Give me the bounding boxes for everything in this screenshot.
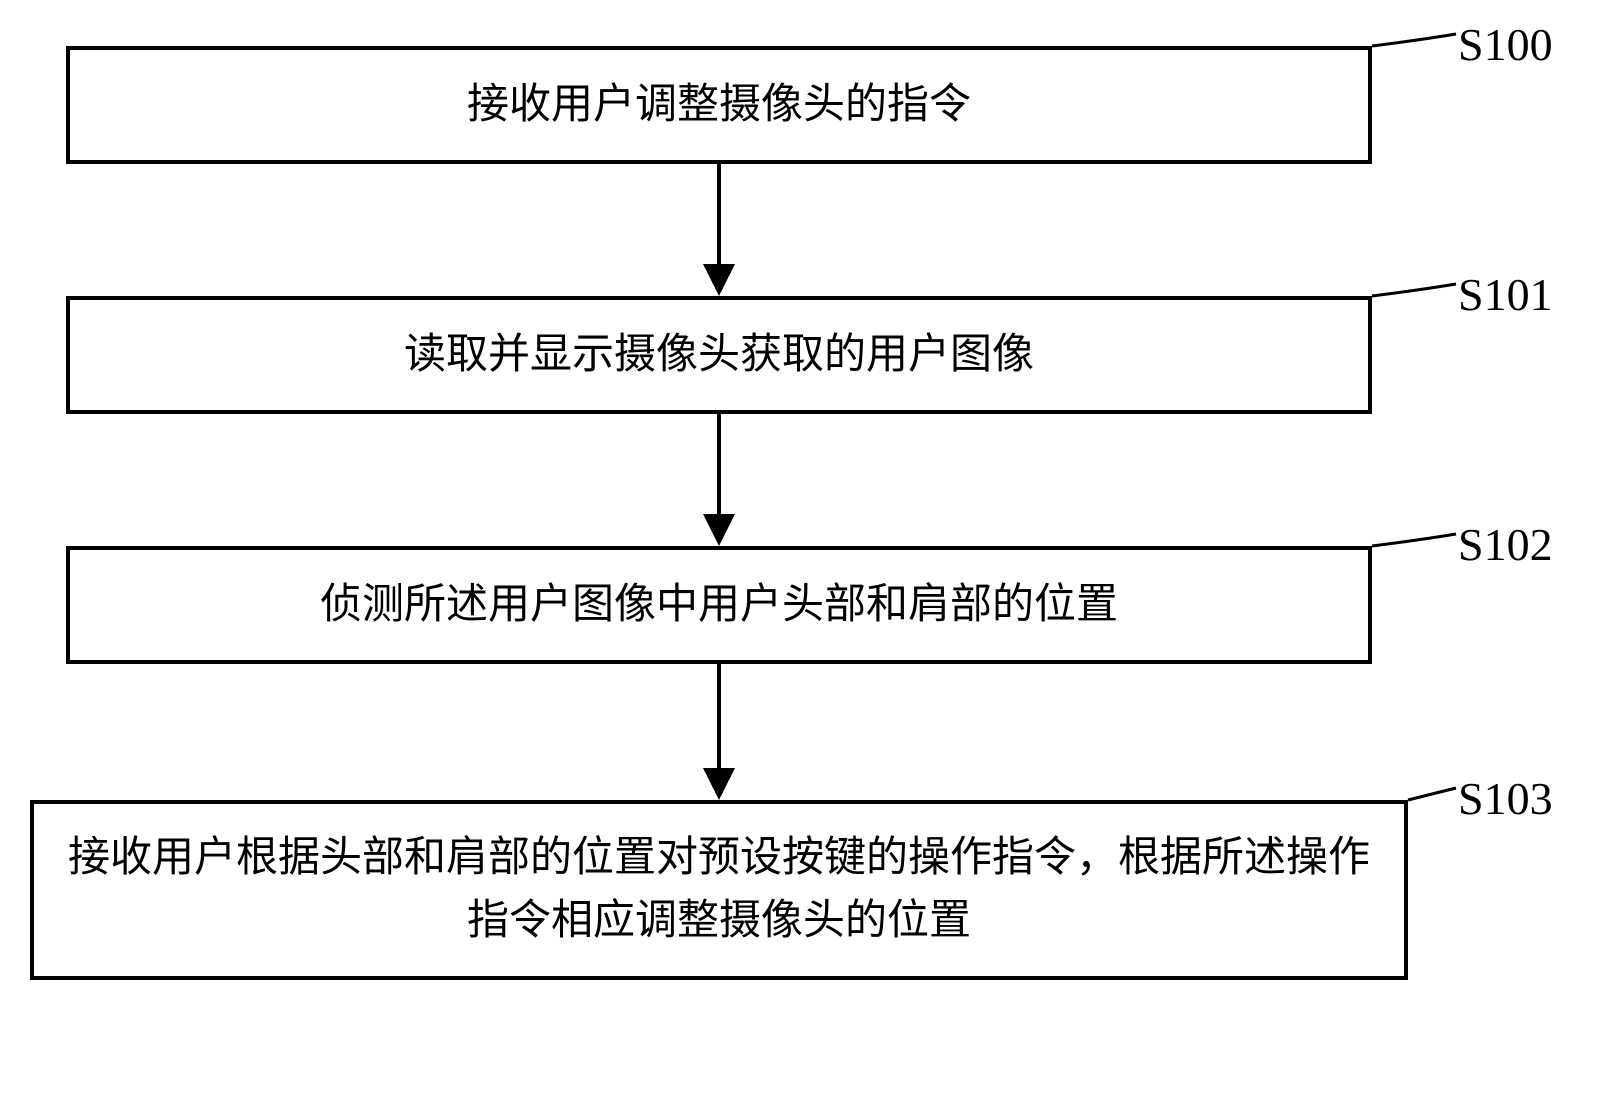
flowchart-step-3: 接收用户根据头部和肩部的位置对预设按键的操作指令，根据所述操作指令相应调整摄像头… [30,800,1408,980]
step-label-3: S103 [1458,772,1553,825]
leader-3 [1408,788,1456,800]
flowchart-step-2: 侦测所述用户图像中用户头部和肩部的位置 [66,546,1372,664]
label-text: S101 [1458,269,1553,320]
label-text: S100 [1458,19,1553,70]
leader-2 [1372,534,1456,546]
leader-1 [1372,284,1456,296]
step-text: 侦测所述用户图像中用户头部和肩部的位置 [320,574,1118,637]
step-text: 接收用户调整摄像头的指令 [467,74,971,137]
flowchart-canvas: 接收用户调整摄像头的指令 读取并显示摄像头获取的用户图像 侦测所述用户图像中用户… [0,0,1597,1101]
step-text: 接收用户根据头部和肩部的位置对预设按键的操作指令，根据所述操作指令相应调整摄像头… [54,827,1384,953]
flowchart-step-0: 接收用户调整摄像头的指令 [66,46,1372,164]
label-text: S103 [1458,773,1553,824]
step-text: 读取并显示摄像头获取的用户图像 [404,324,1034,387]
flowchart-step-1: 读取并显示摄像头获取的用户图像 [66,296,1372,414]
step-label-1: S101 [1458,268,1553,321]
step-label-0: S100 [1458,18,1553,71]
leader-0 [1372,34,1456,46]
step-label-2: S102 [1458,518,1553,571]
label-text: S102 [1458,519,1553,570]
